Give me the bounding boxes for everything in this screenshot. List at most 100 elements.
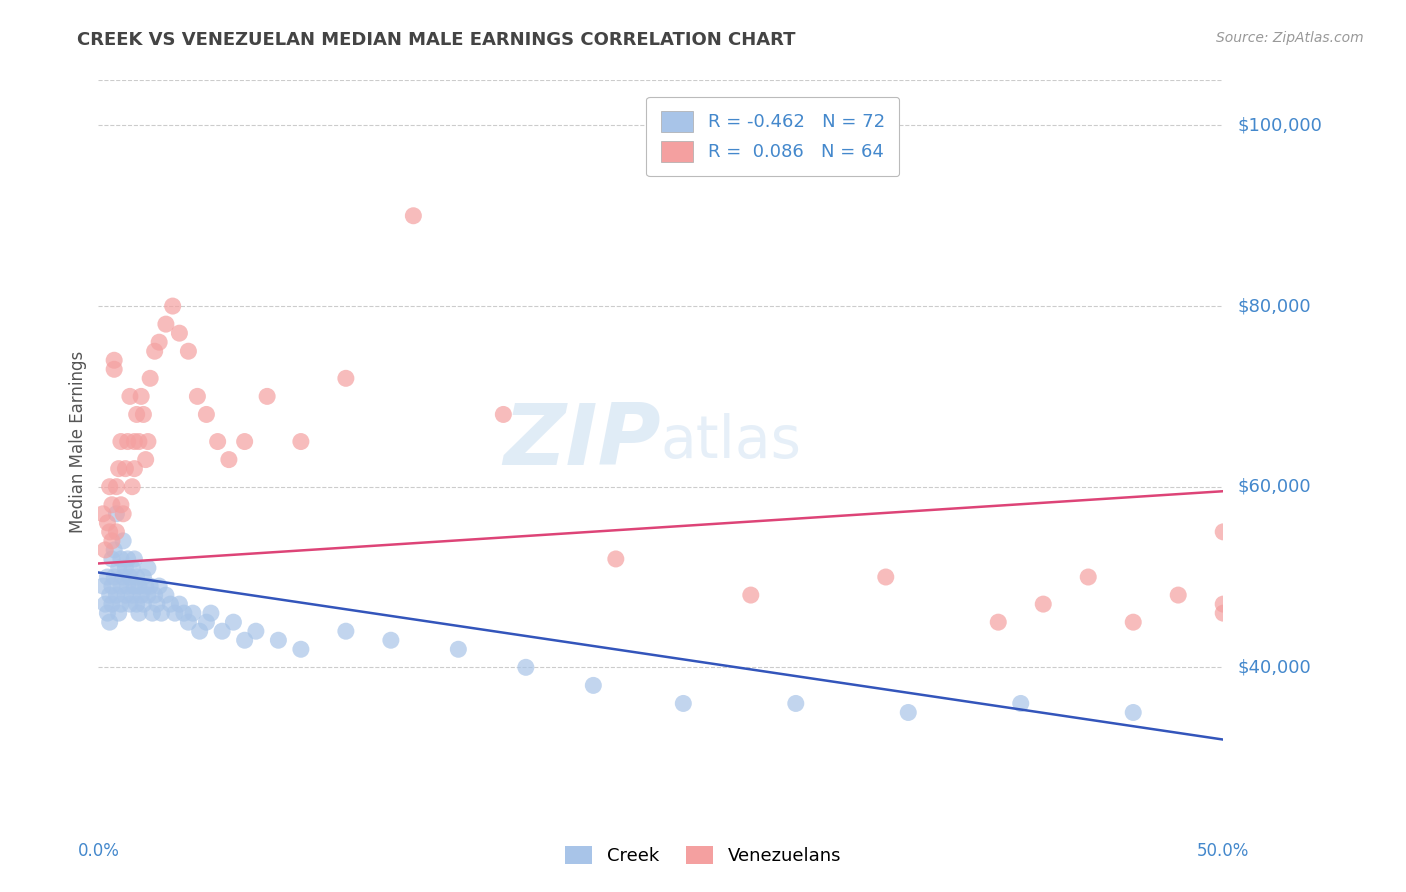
Point	[105, 480, 128, 494]
Point	[135, 579, 157, 593]
Legend: R = -0.462   N = 72, R =  0.086   N = 64: R = -0.462 N = 72, R = 0.086 N = 64	[647, 96, 900, 176]
Point	[117, 579, 139, 593]
Point	[207, 434, 229, 449]
Point	[740, 588, 762, 602]
Point	[162, 299, 184, 313]
Point	[1032, 597, 1054, 611]
Point	[195, 408, 218, 422]
Point	[136, 588, 159, 602]
Point	[143, 344, 166, 359]
Point	[1268, 570, 1291, 584]
Point	[335, 371, 357, 385]
Point	[177, 344, 200, 359]
Point	[98, 615, 121, 630]
Point	[128, 606, 150, 620]
Point	[1212, 597, 1234, 611]
Point	[103, 353, 125, 368]
Point	[124, 579, 146, 593]
Text: 0.0%: 0.0%	[77, 842, 120, 860]
Point	[125, 597, 148, 611]
Point	[98, 588, 121, 602]
Point	[96, 516, 118, 530]
Point	[121, 480, 143, 494]
Point	[124, 552, 146, 566]
Point	[139, 371, 162, 385]
Point	[121, 561, 143, 575]
Point	[110, 498, 132, 512]
Point	[124, 461, 146, 475]
Point	[148, 579, 170, 593]
Point	[114, 561, 136, 575]
Point	[1313, 606, 1336, 620]
Point	[105, 524, 128, 539]
Point	[139, 579, 162, 593]
Point	[128, 434, 150, 449]
Point	[143, 588, 166, 602]
Point	[103, 542, 125, 557]
Point	[1077, 570, 1099, 584]
Point	[163, 606, 186, 620]
Point	[515, 660, 537, 674]
Point	[1234, 597, 1257, 611]
Point	[141, 606, 163, 620]
Point	[1212, 524, 1234, 539]
Point	[112, 570, 135, 584]
Point	[1246, 606, 1268, 620]
Text: Source: ZipAtlas.com: Source: ZipAtlas.com	[1216, 31, 1364, 45]
Point	[103, 570, 125, 584]
Point	[118, 597, 141, 611]
Text: $80,000: $80,000	[1237, 297, 1310, 315]
Point	[98, 480, 121, 494]
Point	[222, 615, 245, 630]
Point	[159, 597, 181, 611]
Point	[110, 579, 132, 593]
Point	[101, 498, 124, 512]
Point	[107, 561, 129, 575]
Point	[132, 408, 155, 422]
Point	[91, 579, 114, 593]
Point	[114, 461, 136, 475]
Point	[125, 570, 148, 584]
Point	[136, 434, 159, 449]
Point	[335, 624, 357, 639]
Point	[105, 588, 128, 602]
Point	[112, 507, 135, 521]
Point	[146, 597, 169, 611]
Point	[155, 588, 177, 602]
Point	[129, 588, 152, 602]
Point	[987, 615, 1010, 630]
Point	[105, 507, 128, 521]
Point	[1279, 588, 1302, 602]
Point	[1010, 697, 1032, 711]
Point	[1302, 597, 1324, 611]
Point	[218, 452, 240, 467]
Point	[94, 542, 117, 557]
Point	[125, 408, 148, 422]
Point	[136, 561, 159, 575]
Point	[186, 389, 208, 403]
Point	[290, 642, 312, 657]
Text: $60,000: $60,000	[1237, 478, 1310, 496]
Point	[107, 606, 129, 620]
Point	[195, 615, 218, 630]
Point	[114, 588, 136, 602]
Point	[290, 434, 312, 449]
Point	[132, 570, 155, 584]
Point	[94, 597, 117, 611]
Text: $40,000: $40,000	[1237, 658, 1310, 676]
Point	[1122, 706, 1144, 720]
Point	[107, 461, 129, 475]
Point	[103, 362, 125, 376]
Text: ZIP: ZIP	[503, 400, 661, 483]
Point	[672, 697, 695, 711]
Point	[177, 615, 200, 630]
Point	[148, 335, 170, 350]
Point	[1223, 606, 1246, 620]
Point	[169, 597, 191, 611]
Point	[1291, 606, 1313, 620]
Point	[245, 624, 267, 639]
Point	[110, 434, 132, 449]
Y-axis label: Median Male Earnings: Median Male Earnings	[69, 351, 87, 533]
Point	[98, 524, 121, 539]
Point	[402, 209, 425, 223]
